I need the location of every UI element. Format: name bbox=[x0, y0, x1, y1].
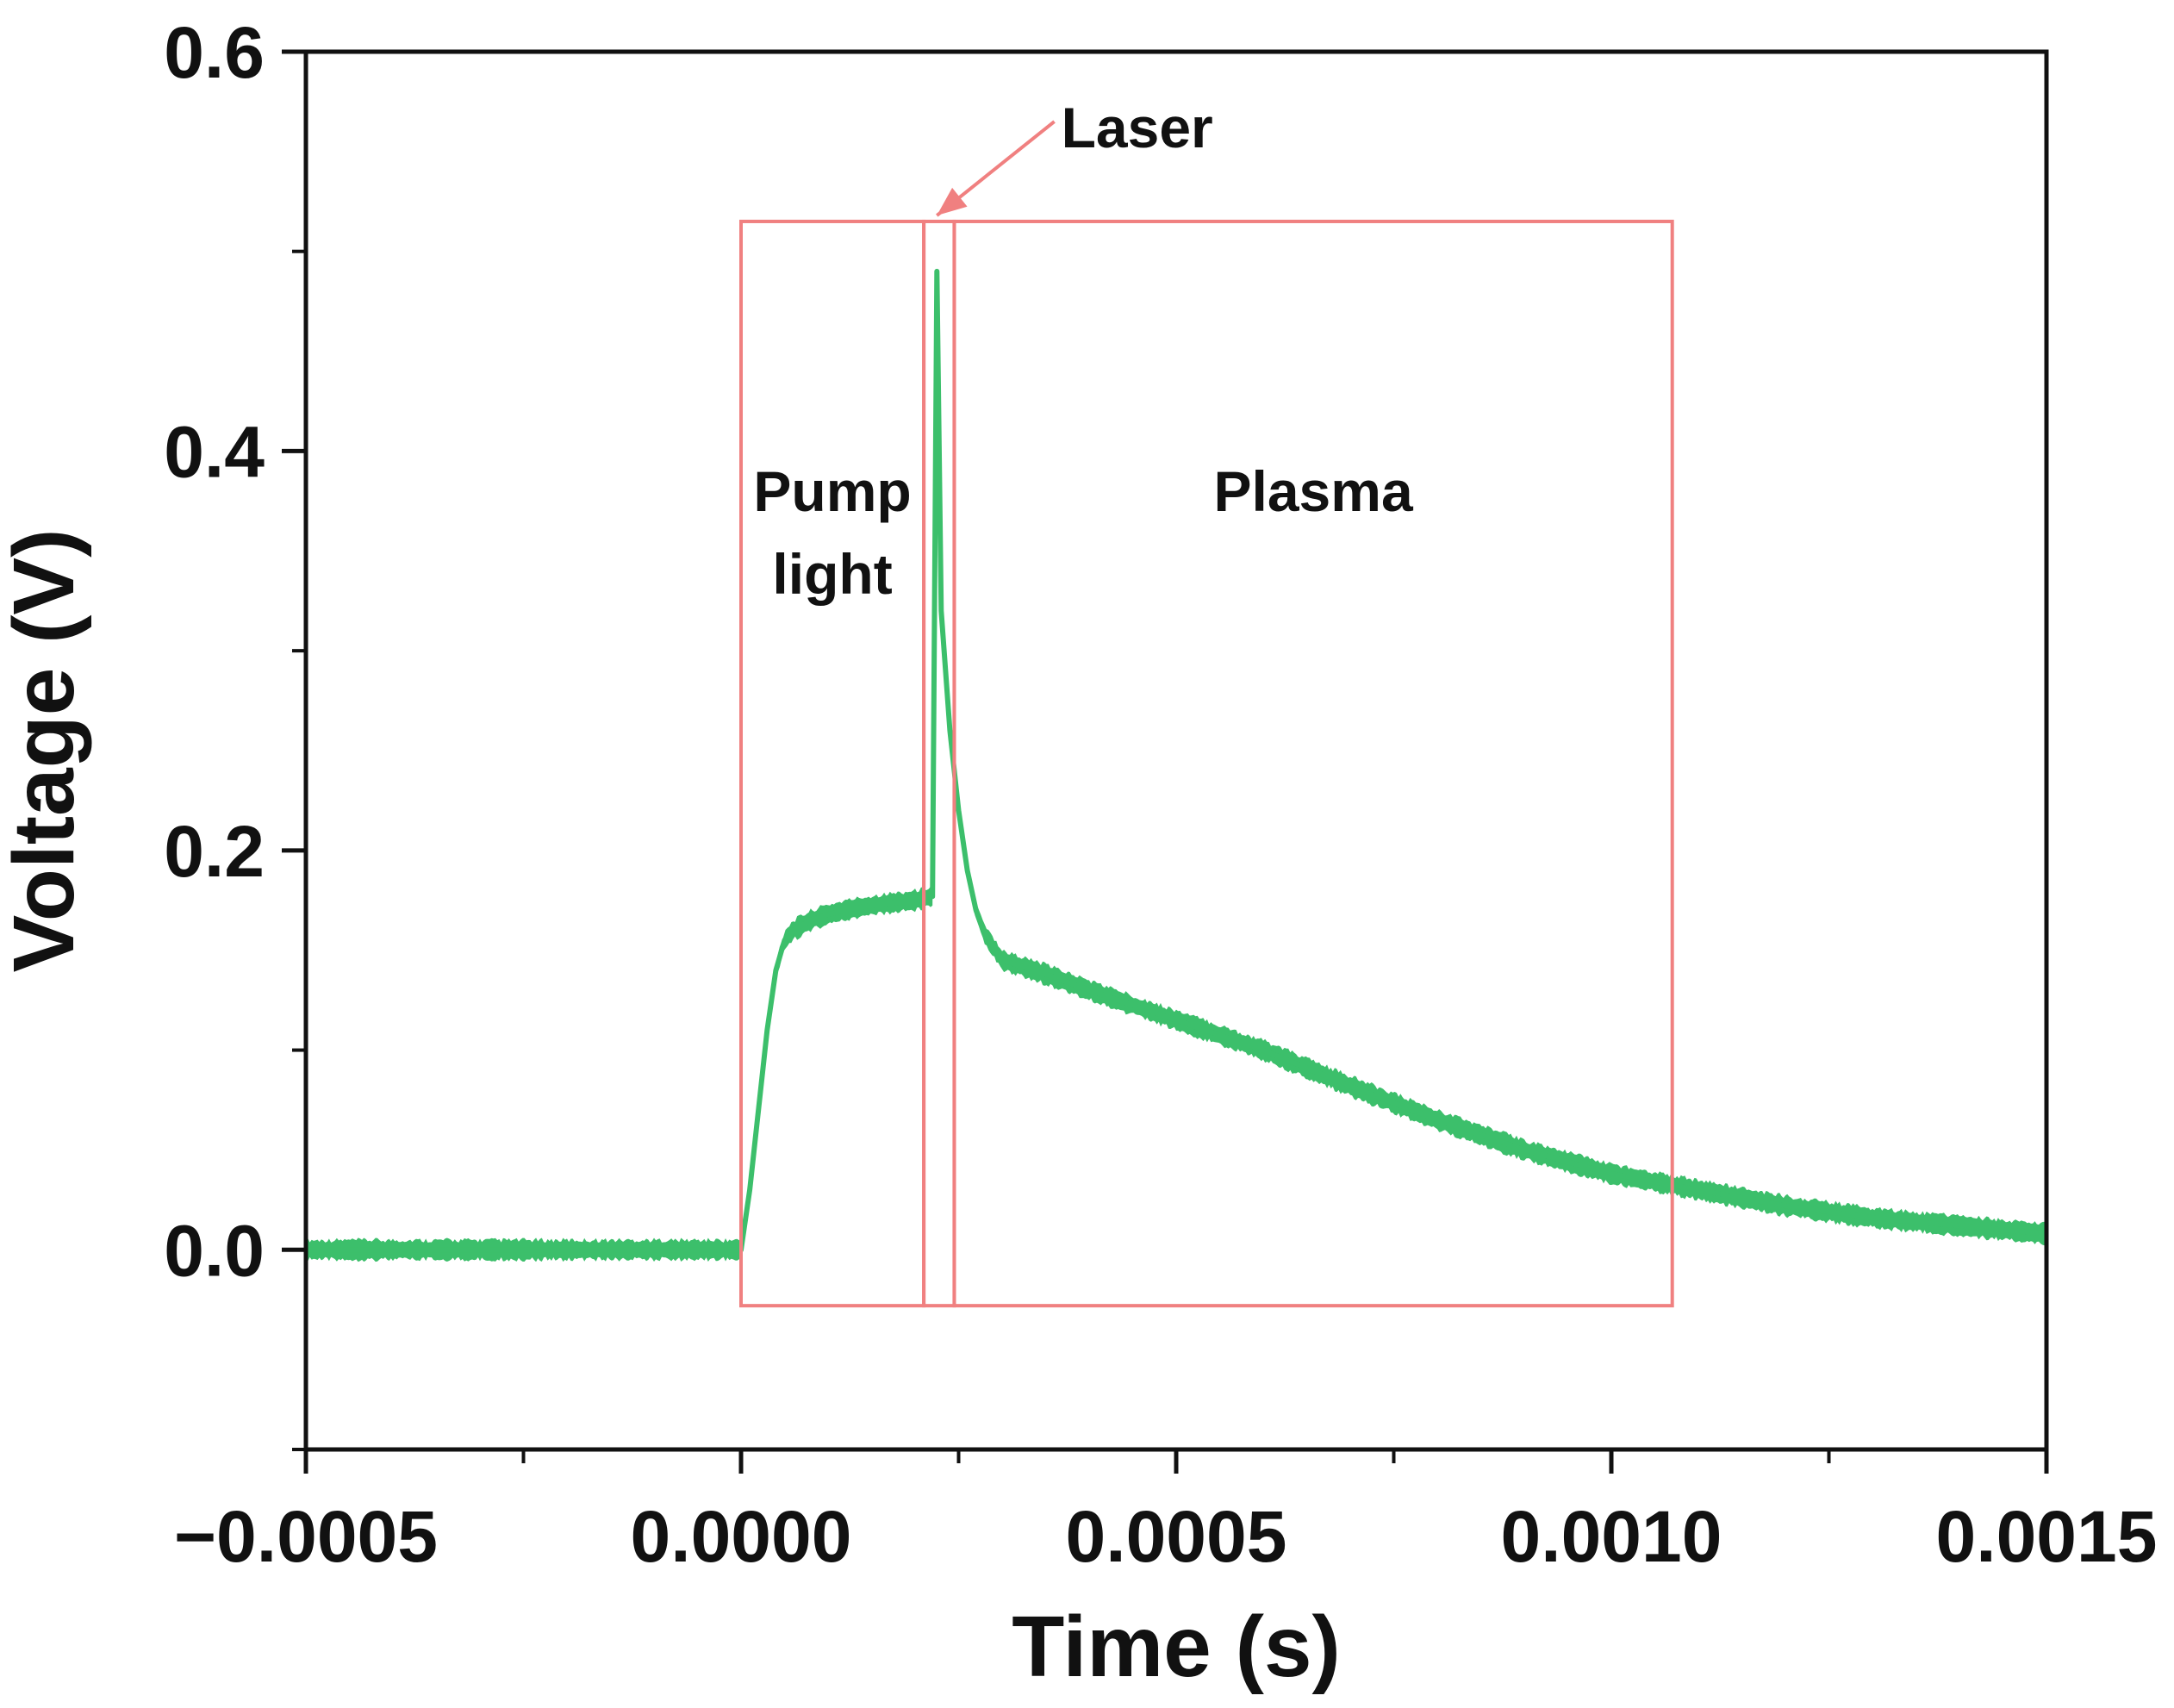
region-label: Plasma bbox=[1213, 459, 1413, 523]
region-box bbox=[952, 219, 1674, 1308]
region-label: Pump bbox=[753, 459, 911, 523]
y-tick-label: 0.6 bbox=[164, 12, 265, 93]
x-tick-label: −0.0005 bbox=[174, 1496, 438, 1577]
annotations: Pump light Plasma Laser bbox=[739, 96, 1674, 1308]
series-line bbox=[306, 268, 2047, 1253]
y-tick-label: 0.2 bbox=[164, 811, 265, 892]
plot-content bbox=[306, 268, 2047, 1262]
laser-arrow-head bbox=[937, 187, 968, 216]
y-tick-label: 0.4 bbox=[164, 411, 265, 492]
x-tick-label: 0.0000 bbox=[631, 1496, 852, 1577]
y-axis-title: Voltage (V) bbox=[0, 529, 92, 973]
region-label: light bbox=[772, 542, 892, 606]
y-tick-label: 0.0 bbox=[164, 1210, 265, 1291]
x-tick-label: 0.0015 bbox=[1936, 1496, 2158, 1577]
x-tick-label: 0.0005 bbox=[1066, 1496, 1287, 1577]
x-axis-title: Time (s) bbox=[1012, 1599, 1341, 1695]
laser-label: Laser bbox=[1062, 96, 1213, 159]
y-axis: 0.0 0.2 0.4 0.6 bbox=[164, 12, 306, 1451]
x-tick-label: 0.0010 bbox=[1501, 1496, 1722, 1577]
x-axis: −0.0005 0.0000 0.0005 0.0010 0.0015 bbox=[174, 1449, 2157, 1577]
